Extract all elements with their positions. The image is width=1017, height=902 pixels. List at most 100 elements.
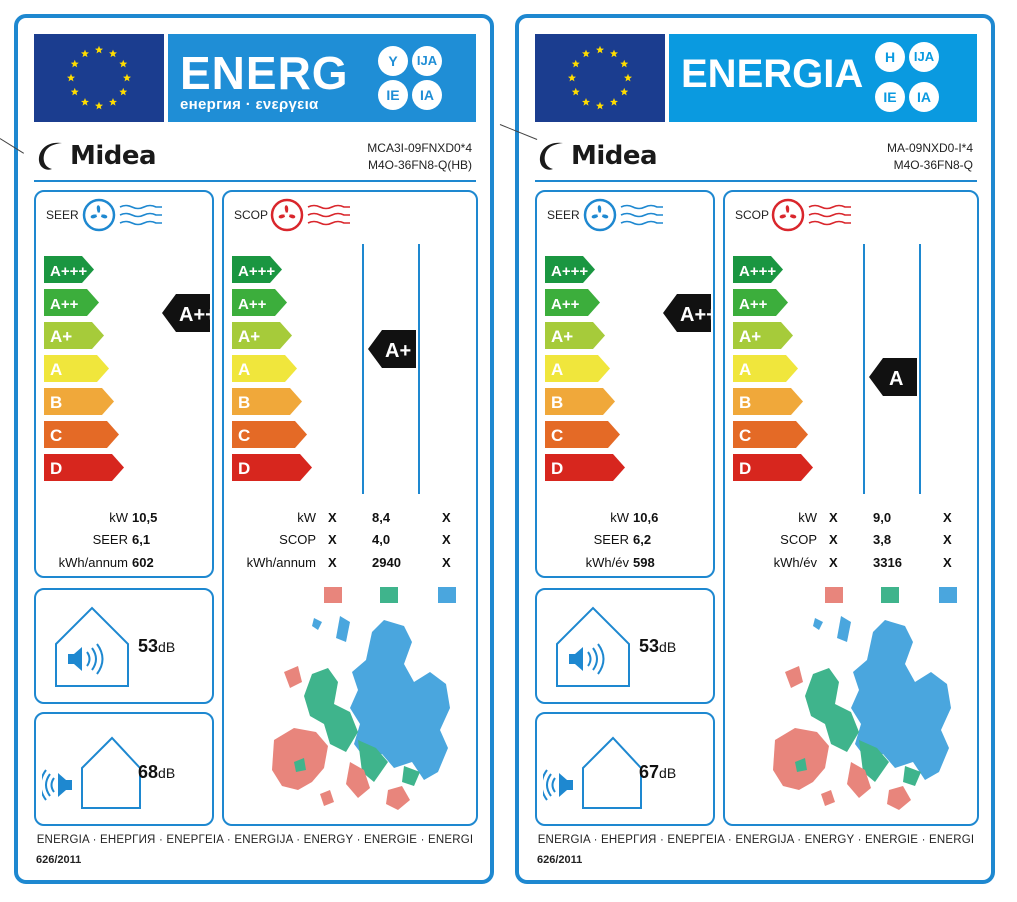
energy-class-arrow: A+ xyxy=(44,322,104,349)
energy-class-label: C xyxy=(739,426,751,445)
column-divider xyxy=(919,244,921,494)
eu-star-icon xyxy=(571,87,580,96)
scop-value-cell: X xyxy=(943,555,952,570)
scop-row-label: kWh/annum xyxy=(246,555,316,570)
energy-class-label: A xyxy=(50,360,62,379)
language-circle: IA xyxy=(412,80,442,110)
cooling-fan-icon xyxy=(583,198,663,232)
energy-class-arrow: A xyxy=(44,355,109,382)
energy-class-label: A xyxy=(739,360,751,379)
energy-class-label: B xyxy=(50,393,62,412)
svg-text:A++: A++ xyxy=(680,304,711,326)
heating-fan-icon xyxy=(771,198,851,232)
regulation-number: 626/2011 xyxy=(537,854,583,866)
heating-fan-icon xyxy=(270,198,350,232)
climate-zone-region xyxy=(837,616,851,642)
kw-value: 10,6 xyxy=(633,510,659,525)
energy-banner: ENERG енергия · ενεργεια Y IJA IE IA xyxy=(168,34,476,122)
scop-value-cell: X xyxy=(442,555,451,570)
eu-star-icon xyxy=(610,49,618,58)
regulation-number: 626/2011 xyxy=(36,854,82,866)
outdoor-sound-panel: 67dB xyxy=(535,712,715,826)
eu-star-icon xyxy=(95,45,103,54)
eu-star-icon xyxy=(119,87,128,96)
energy-class-arrow: A++ xyxy=(545,289,600,316)
eu-star-icon xyxy=(596,101,604,110)
scop-title: SCOP xyxy=(735,208,770,222)
energy-class-label: D xyxy=(739,459,751,478)
climate-zone-region xyxy=(320,790,334,806)
seer-label: SEER xyxy=(92,532,128,547)
energy-class-label: A+ xyxy=(551,327,573,346)
energy-class-arrow: A+ xyxy=(232,322,292,349)
language-circle: IE xyxy=(875,82,905,112)
language-circle: H xyxy=(875,42,905,72)
svg-text:A++: A++ xyxy=(179,304,210,326)
energy-class-arrow: A+++ xyxy=(733,256,783,283)
climate-zone-region xyxy=(805,668,859,752)
energy-label-right: ENERGIA H IJA IE IA Midea MA-09NXD0-I*4 … xyxy=(515,14,995,884)
scop-row-label: kWh/év xyxy=(773,555,817,570)
energy-class-label: C xyxy=(551,426,563,445)
seer-value: 6,2 xyxy=(633,532,652,547)
climate-zone-region xyxy=(346,762,370,798)
eu-star-icon xyxy=(81,49,89,58)
scop-value-cell: 3316 xyxy=(873,555,902,570)
scop-value-cell: 9,0 xyxy=(873,510,892,525)
eu-star-icon xyxy=(582,49,590,58)
eu-flag-icon xyxy=(34,34,164,122)
annual-label: kWh/év xyxy=(585,555,629,570)
language-circle: IE xyxy=(378,80,408,110)
zone-average-swatch xyxy=(380,587,398,603)
eu-star-icon xyxy=(81,98,89,106)
energy-class-arrow: A++ xyxy=(44,289,99,316)
energy-class-arrow: D xyxy=(733,454,813,481)
scop-value-cell: X xyxy=(829,510,838,525)
brand-name: Midea xyxy=(70,141,157,171)
energy-class-arrow: B xyxy=(733,388,803,415)
outdoor-sound-panel: 68dB xyxy=(34,712,214,826)
midea-logo-icon: Midea xyxy=(36,136,157,176)
eu-star-icon xyxy=(67,73,75,82)
scop-value-cell: X xyxy=(943,532,952,547)
climate-zone-region xyxy=(785,666,803,688)
scop-value-cell: 2940 xyxy=(372,555,401,570)
column-divider xyxy=(418,244,420,494)
brand-row: Midea MCA3I-09FNXD0*4 M4O-36FN8-Q(HB) xyxy=(34,130,476,182)
energy-class-arrow: A+ xyxy=(545,322,605,349)
seer-class-badge: A++ xyxy=(663,294,718,337)
brand-name: Midea xyxy=(571,141,658,171)
scop-row-label: kW xyxy=(798,510,817,525)
climate-zone-region xyxy=(903,766,921,786)
eu-star-icon xyxy=(582,98,590,106)
eu-star-icon xyxy=(70,87,79,96)
climate-zone-region xyxy=(312,618,322,630)
annual-value: 598 xyxy=(633,555,655,570)
model-outdoor: M4O-36FN8-Q xyxy=(893,158,973,172)
eu-star-icon xyxy=(568,73,576,82)
energy-class-arrow: D xyxy=(545,454,625,481)
energy-word: ENERGIA xyxy=(681,52,864,96)
cooling-fan-icon xyxy=(82,198,162,232)
eu-star-icon xyxy=(596,45,604,54)
scop-class-badge: A+ xyxy=(368,330,416,373)
scop-value-cell: X xyxy=(829,555,838,570)
scop-value-cell: 3,8 xyxy=(873,532,892,547)
seer-title: SEER xyxy=(547,208,580,222)
scop-class-badge: A xyxy=(869,358,917,401)
energy-class-arrow: A+ xyxy=(733,322,793,349)
outdoor-sound-icon xyxy=(543,736,642,809)
energy-class-label: D xyxy=(551,459,563,478)
scop-value-cell: X xyxy=(328,510,337,525)
energy-class-label: C xyxy=(238,426,250,445)
db-unit: dB xyxy=(158,639,176,655)
indoor-noise-level: 53dB xyxy=(639,636,676,657)
energy-class-arrow: A++ xyxy=(232,289,287,316)
climate-zone-region xyxy=(887,786,911,810)
energy-subtitle: енергия · ενεργεια xyxy=(180,96,319,113)
eu-flag-icon xyxy=(535,34,665,122)
energy-class-label: B xyxy=(238,393,250,412)
seer-label: SEER xyxy=(593,532,629,547)
climate-zone-region xyxy=(773,728,829,790)
